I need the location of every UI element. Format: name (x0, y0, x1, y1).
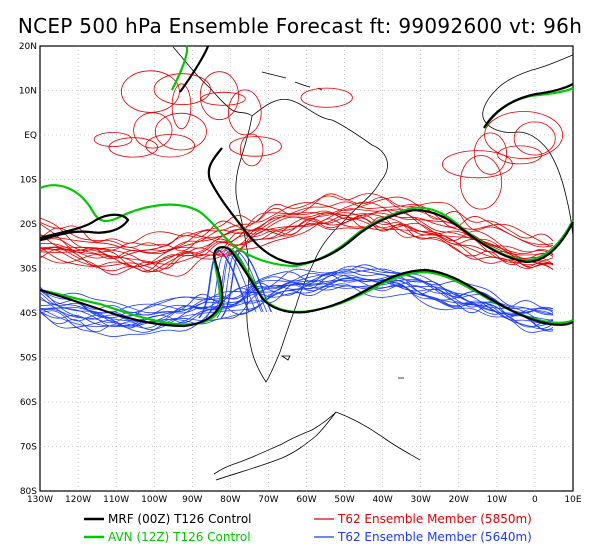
red-member-line (39, 201, 554, 252)
lat-tick-label: 10N (19, 87, 37, 97)
mrf-control-lines (39, 45, 574, 328)
blue-member-trough (199, 249, 250, 319)
legend-label-red: T62 Ensemble Member (5850m) (337, 512, 532, 526)
red-member-loop (200, 91, 246, 106)
lon-tick-label: 60W (296, 495, 316, 505)
red-member-line (39, 193, 554, 249)
lon-tick-label: 120W (65, 495, 91, 505)
central-america-outline (172, 46, 253, 117)
falklands-islands (280, 355, 404, 379)
red-member-loop (484, 111, 563, 159)
antarctica-outline (213, 411, 337, 481)
lat-tick-label: 70S (20, 443, 37, 453)
plot-frame (39, 45, 574, 492)
red-member-loop (133, 112, 173, 149)
red-member-loop (300, 87, 353, 108)
lon-tick-label: 0 (532, 495, 538, 505)
red-member-loop (459, 155, 503, 210)
mrf-5850-north (483, 83, 574, 129)
mrf-5850-main (179, 45, 574, 266)
red-member-loop (473, 132, 507, 175)
lat-tick-label: 20S (20, 220, 37, 230)
lon-tick-label: 100W (141, 495, 167, 505)
blue-ensemble-members (39, 249, 554, 337)
lat-tick-label: 50S (20, 354, 37, 364)
south-america-outline (235, 98, 388, 383)
legend-label-avn: AVN (12Z) T126 Control (108, 530, 251, 544)
red-member-loop (513, 121, 556, 156)
lat-tick-label: 20N (19, 42, 37, 52)
lon-tick-label: 10W (487, 495, 507, 505)
red-member-line (39, 212, 554, 273)
lat-tick-label: 40S (20, 309, 37, 319)
lon-tick-label: 90W (182, 495, 202, 505)
red-member-line (39, 217, 554, 272)
blue-member-line (39, 280, 554, 317)
lat-tick-label: 80S (20, 487, 37, 497)
red-member-line (39, 216, 554, 259)
red-member-loop (108, 137, 158, 158)
blue-member-trough (198, 249, 250, 319)
red-member-loop (153, 73, 211, 106)
red-member-loop (497, 145, 543, 165)
red-member-line (39, 213, 554, 264)
legend-label-blue: T62 Ensemble Member (5640m) (337, 530, 532, 544)
red-member-loop (171, 83, 192, 130)
lat-tick-label: EQ (24, 131, 37, 141)
lon-tick-label: 50W (334, 495, 354, 505)
lon-tick-label: 30W (411, 495, 431, 505)
africa-outline (482, 54, 574, 237)
blue-member-line (39, 283, 554, 331)
red-member-loop (93, 132, 133, 147)
blue-member-trough (205, 249, 257, 319)
red-member-loop (229, 136, 282, 157)
grid-lines (40, 46, 573, 491)
red-member-loop (120, 70, 180, 113)
lon-tick-label: 10E (564, 495, 581, 505)
mrf-5640-contour (39, 246, 574, 328)
red-member-line (39, 208, 554, 268)
caribbean-islands (261, 71, 323, 91)
blue-member-line (39, 283, 554, 337)
red-member-loop (154, 112, 207, 151)
red-member-line (39, 201, 554, 256)
blue-member-line (39, 264, 554, 323)
chart-title: NCEP 500 hPa Ensemble Forecast ft: 99092… (17, 14, 583, 38)
lat-tick-label: 60S (20, 398, 37, 408)
lon-tick-label: 80W (220, 495, 240, 505)
red-member-line (39, 215, 554, 277)
red-member-loop (239, 133, 264, 167)
lat-tick-label: 30S (20, 265, 37, 275)
blue-member-line (39, 274, 554, 328)
lon-tick-label: 130W (27, 495, 53, 505)
lat-tick-label: 10S (20, 176, 37, 186)
red-member-line (39, 193, 554, 254)
lon-tick-label: 70W (258, 495, 278, 505)
blue-member-line (39, 268, 554, 322)
legend (84, 517, 334, 539)
latitude-tick-labels: 20N 10N EQ 10S 20S 30S 40S 50S 60S 70S 80S (19, 42, 37, 497)
red-ensemble-members (39, 70, 563, 277)
mrf-5850-contour (39, 213, 130, 242)
red-member-line (39, 218, 554, 272)
lon-tick-label: 40W (372, 495, 392, 505)
coastlines (172, 46, 574, 481)
red-member-loop (228, 89, 262, 136)
antarctica-coast-east (335, 411, 421, 461)
legend-label-mrf: MRF (00Z) T126 Control (108, 512, 252, 526)
red-member-loop (199, 71, 239, 121)
red-member-line (39, 214, 554, 276)
lon-tick-label: 110W (103, 495, 129, 505)
red-member-loop (441, 150, 513, 179)
longitude-tick-labels: 130W 120W 110W 100W 90W 80W 70W 60W 50W 40W 30W 20W… (27, 495, 582, 505)
red-member-line (39, 196, 554, 244)
red-member-loop (145, 133, 196, 158)
lon-tick-label: 20W (449, 495, 469, 505)
avn-5850-contour (39, 184, 574, 268)
